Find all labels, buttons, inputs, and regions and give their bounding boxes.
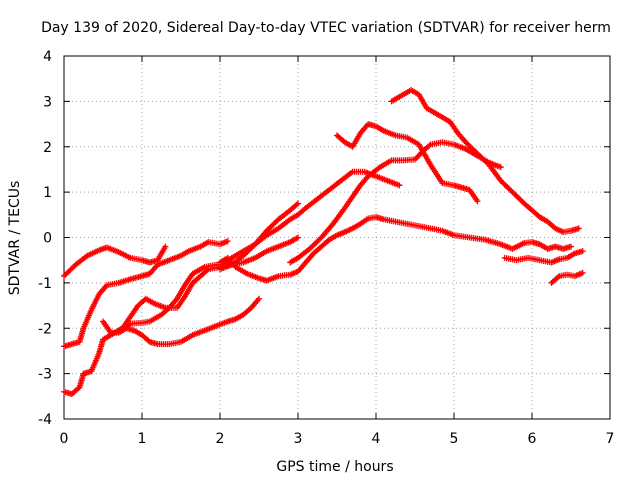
data-point xyxy=(295,234,301,241)
data-point xyxy=(396,182,403,189)
x-tick-label: 7 xyxy=(606,431,615,447)
series-arc-12 xyxy=(548,269,586,286)
data-marks xyxy=(61,87,586,398)
y-tick-label: 1 xyxy=(43,185,52,201)
data-point xyxy=(256,295,262,302)
x-tick-label: 1 xyxy=(138,431,147,447)
data-point xyxy=(474,198,481,205)
y-tick-label: -4 xyxy=(38,412,52,428)
data-point xyxy=(295,200,301,207)
chart-title: Day 139 of 2020, Sidereal Day-to-day VTE… xyxy=(41,20,611,36)
data-point xyxy=(555,274,561,281)
x-axis-label: GPS time / hours xyxy=(276,459,393,475)
series-arc-6 xyxy=(217,214,574,284)
data-point xyxy=(579,269,586,276)
series-arc-9 xyxy=(334,121,481,205)
x-tick-label: 4 xyxy=(372,431,381,447)
series-arc-2 xyxy=(61,238,231,350)
y-axis-label: SDTVAR / TECUs xyxy=(7,181,23,296)
y-tick-label: -2 xyxy=(38,321,52,337)
x-tick-label: 0 xyxy=(60,431,69,447)
x-tick-label: 3 xyxy=(294,431,303,447)
data-point xyxy=(575,225,582,232)
series-arc-11 xyxy=(501,248,586,266)
y-tick-label: 0 xyxy=(43,231,52,247)
x-tick-label: 2 xyxy=(216,431,225,447)
y-tick-label: 4 xyxy=(43,49,52,65)
data-point xyxy=(293,201,300,208)
data-point xyxy=(426,142,433,149)
y-tick-label: 3 xyxy=(43,94,52,110)
y-tick-label: 2 xyxy=(43,140,52,156)
series-arc-7 xyxy=(217,168,403,273)
series-arc-10 xyxy=(388,87,582,236)
y-tick-label: -1 xyxy=(38,276,52,292)
x-tick-label: 5 xyxy=(450,431,459,447)
series-arc-5 xyxy=(100,295,262,348)
data-point xyxy=(579,248,586,255)
axis-ticks: 0 1 2 3 4 5 6 7 -4 -3 -2 -1 0 1 2 3 4 xyxy=(38,49,614,447)
data-point xyxy=(224,238,231,245)
data-point xyxy=(497,164,504,171)
data-point xyxy=(568,243,574,250)
series-arc-1 xyxy=(61,243,169,280)
data-point xyxy=(162,243,169,250)
y-tick-label: -3 xyxy=(38,367,52,383)
x-tick-label: 6 xyxy=(528,431,537,447)
